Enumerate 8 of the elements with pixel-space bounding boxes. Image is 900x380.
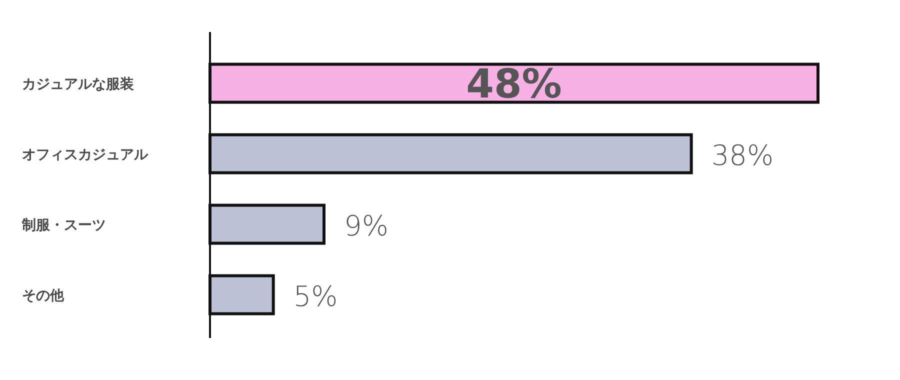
data-label: 9% xyxy=(344,209,388,242)
data-label: 48% xyxy=(466,61,562,108)
data-label: 5% xyxy=(293,280,338,313)
y-tick-label: 制服・スーツ xyxy=(21,217,106,234)
y-tick-label: オフィスカジュアル xyxy=(22,146,149,163)
y-tick-label: その他 xyxy=(22,288,65,304)
y-tick-label: カジュアルな服装 xyxy=(22,76,134,92)
data-label: 38% xyxy=(711,138,774,172)
